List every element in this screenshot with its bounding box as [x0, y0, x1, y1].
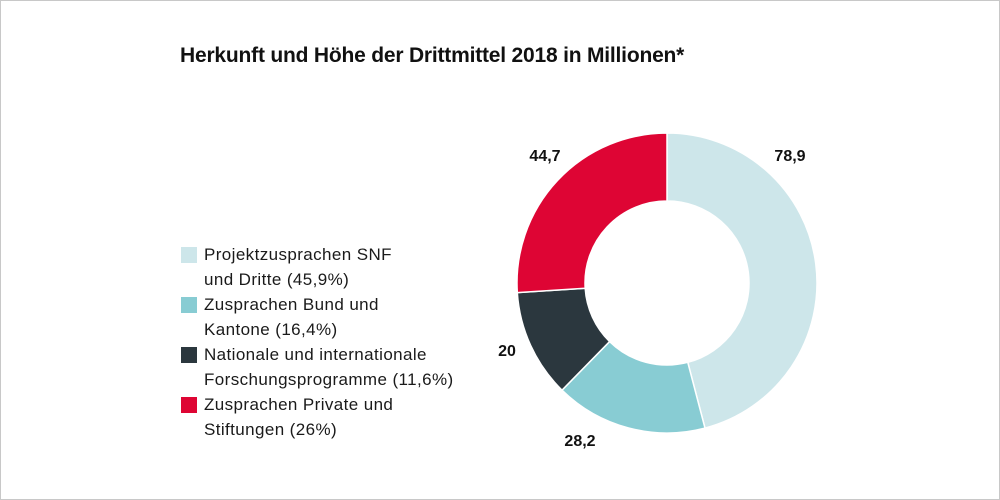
chart-title: Herkunft und Höhe der Drittmittel 2018 i…: [180, 44, 685, 67]
legend-label-line-2: Forschungsprogramme (11,6%): [204, 370, 454, 389]
legend-label-line-2: Stiftungen (26%): [204, 420, 338, 439]
donut-slice-private-stiftungen: [516, 132, 668, 294]
legend-label-line-1: Zusprachen Bund und: [204, 295, 379, 314]
legend-swatch: [181, 347, 197, 363]
donut-labels: 78,9 28,2 20 44,7: [498, 148, 806, 450]
legend-label-line-1: Projektzusprachen SNF: [204, 245, 392, 264]
legend-item-forschungsprogramme: Nationale und internationale Forschungsp…: [181, 342, 524, 392]
legend-label-line-1: Zusprachen Private und: [204, 395, 394, 414]
legend-label-line-2: und Dritte (45,9%): [204, 270, 350, 289]
slice-value-label-bund-kantone: 28,2: [564, 433, 595, 450]
legend-item-bund-kantone: Zusprachen Bund und Kantone (16,4%): [181, 292, 524, 342]
slice-value-label-forschungsprogramme: 20: [498, 343, 516, 360]
slice-value-label-private-stiftungen: 44,7: [529, 148, 560, 165]
legend-label-line-2: Kantone (16,4%): [204, 320, 338, 339]
legend-item-private-stiftungen: Zusprachen Private und Stiftungen (26%): [181, 392, 524, 442]
legend-item-snf: Projektzusprachen SNF und Dritte (45,9%): [181, 242, 524, 292]
legend-label-line-1: Nationale und internationale: [204, 345, 427, 364]
legend-swatch: [181, 397, 197, 413]
legend-swatch: [181, 247, 197, 263]
legend: Projektzusprachen SNF und Dritte (45,9%)…: [181, 242, 524, 442]
legend-swatch: [181, 297, 197, 313]
donut-slice-snf-dritte: [666, 132, 818, 430]
donut-slices: [516, 132, 818, 434]
slice-value-label-snf-dritte: 78,9: [774, 148, 805, 165]
